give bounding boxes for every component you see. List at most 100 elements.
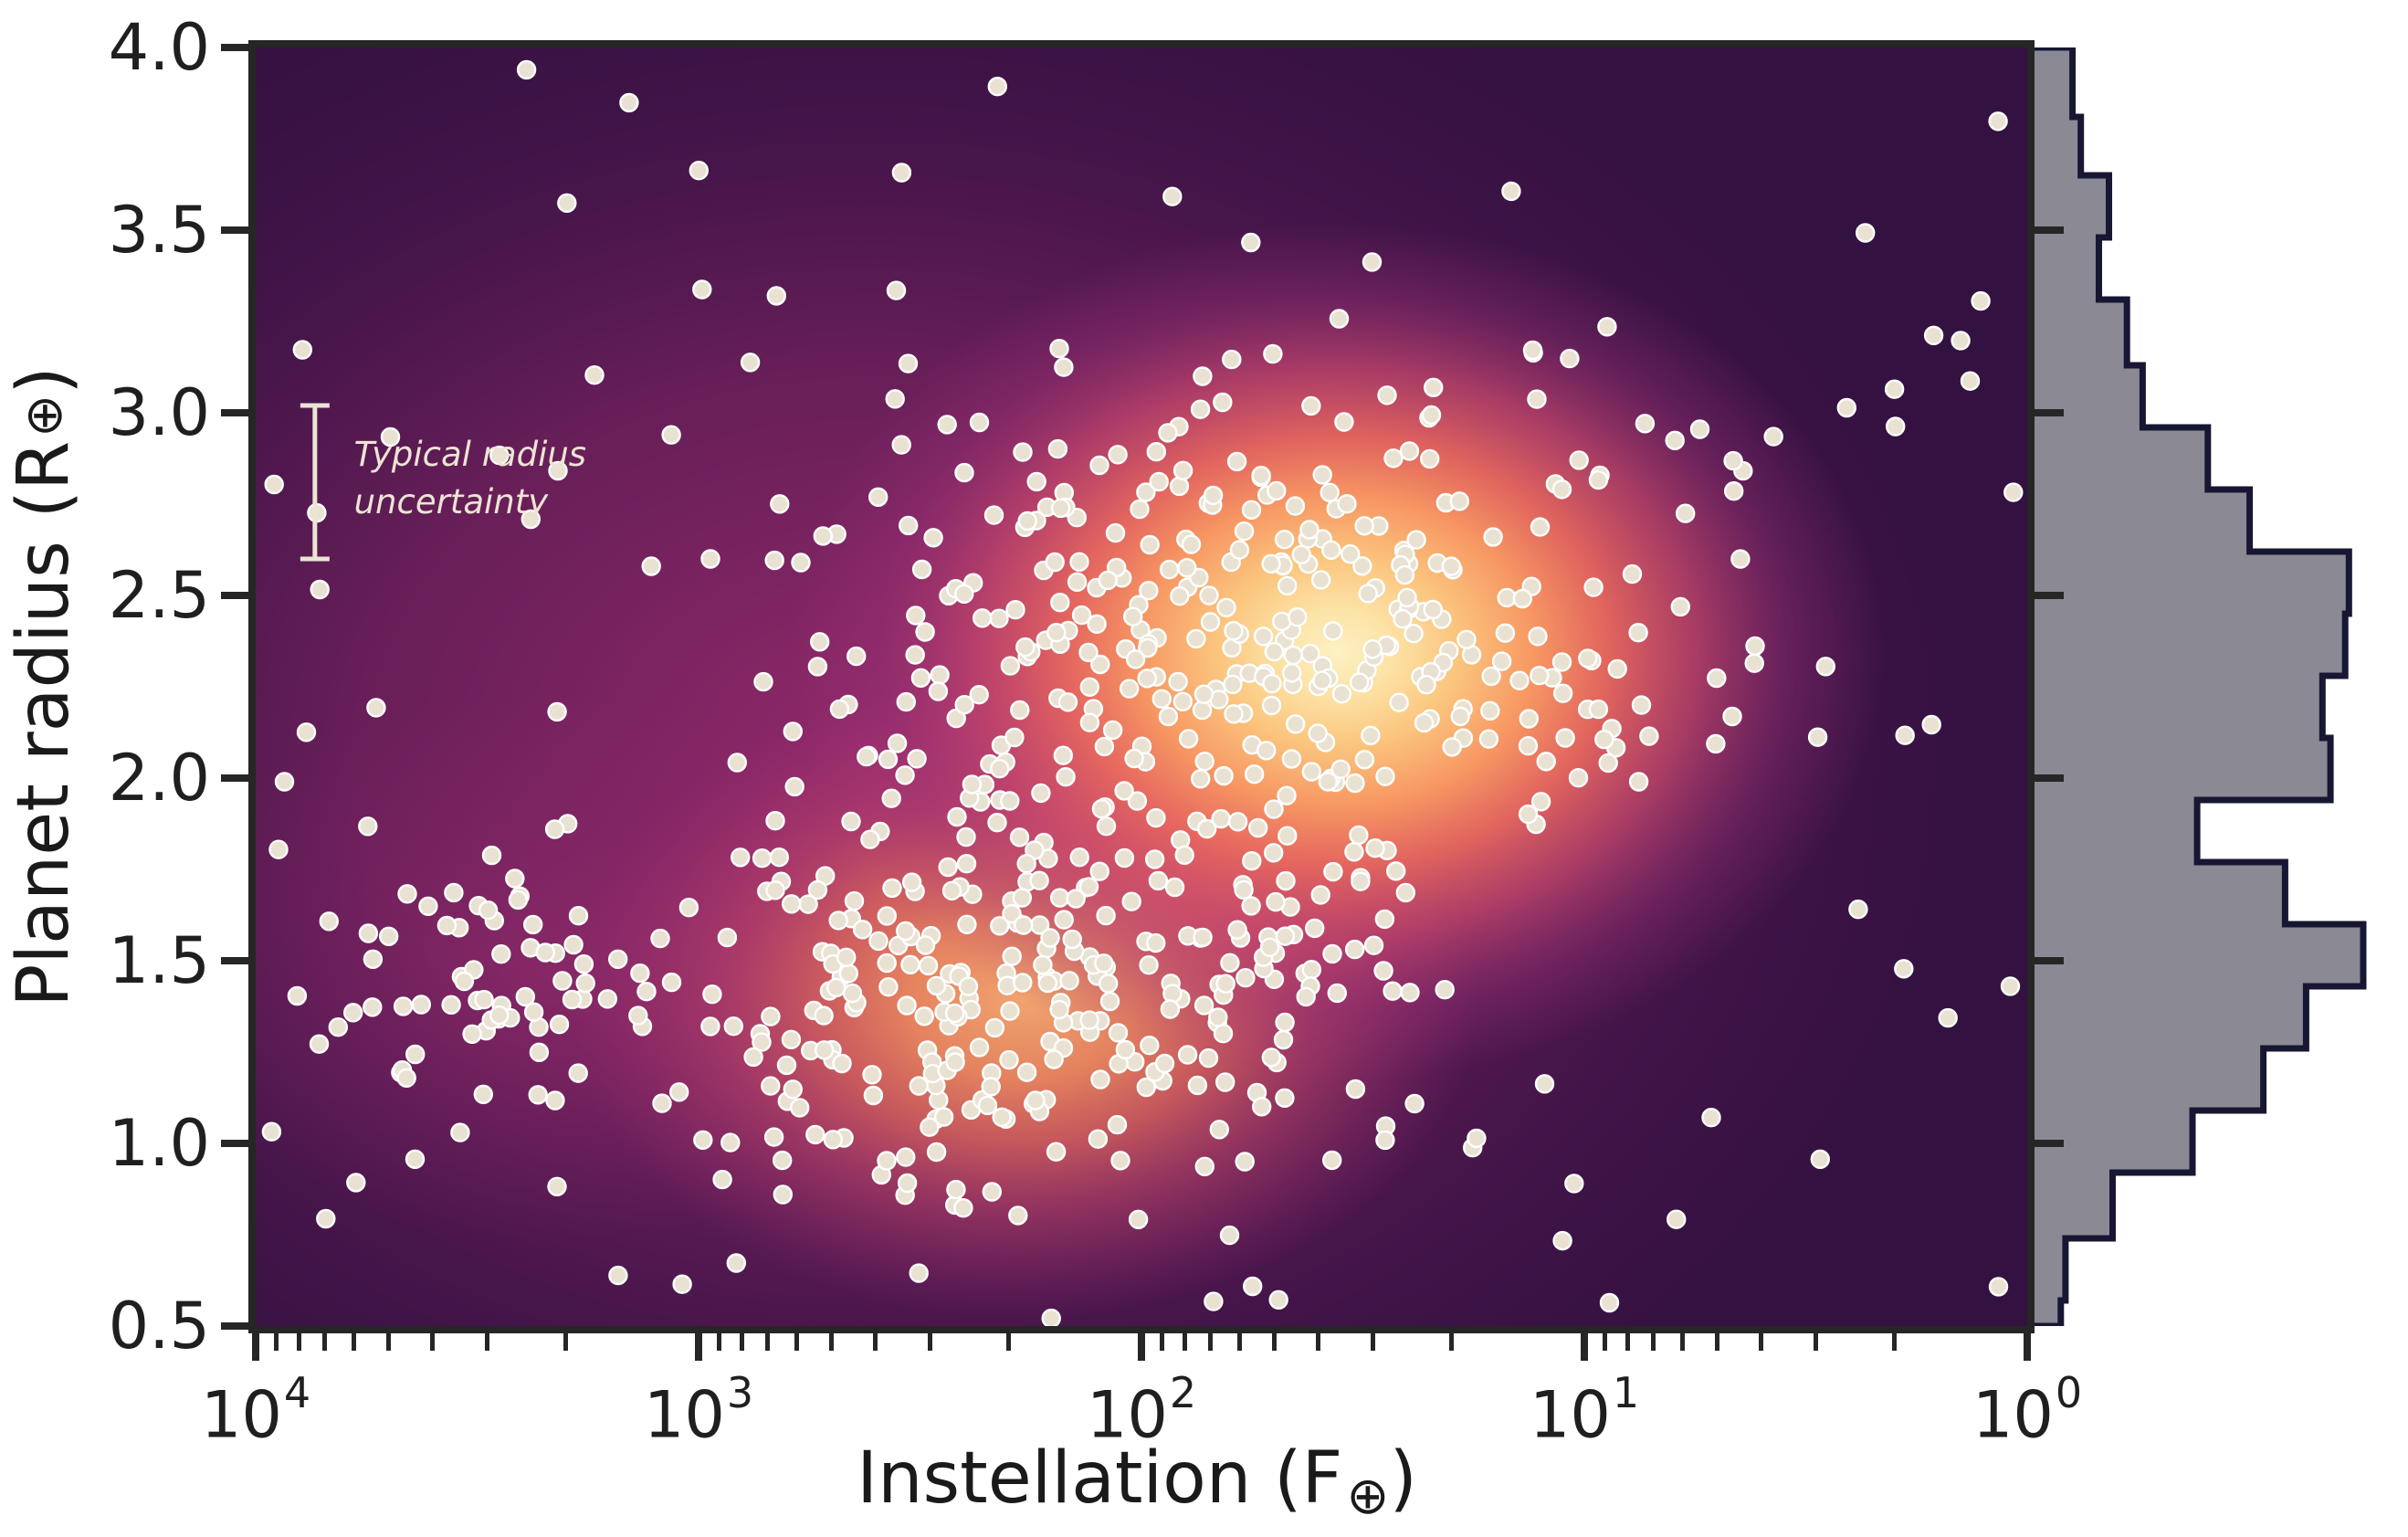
planet-point [641,556,661,576]
histogram-steps [2029,47,2367,1326]
planet-point [1285,714,1306,734]
planet-point [886,280,907,300]
planet-point [1149,471,1169,492]
planet-point [1087,614,1107,634]
planet-point [1046,623,1067,643]
planet-point [678,898,699,918]
x-minor-tick [429,1333,435,1351]
planet-point [380,426,401,447]
planet-point [1008,1205,1028,1226]
planet-point [1598,753,1618,774]
planet-point [1200,612,1221,632]
x-major-tick [695,1333,702,1361]
planet-point [720,1132,741,1153]
planet-point [491,944,511,964]
planet-point [987,77,1007,97]
planet-point [1310,570,1331,590]
planet-point [1722,706,1742,727]
planet-point [1522,340,1543,361]
planet-point [636,981,657,1002]
planet-point [1169,476,1190,497]
planet-point [608,949,628,969]
planet-point [1274,530,1295,550]
planet-point [1588,469,1609,490]
planet-point [548,460,568,481]
planet-point [1480,700,1500,721]
planet-point [523,1002,544,1022]
planet-point [1569,450,1589,470]
planet-point [957,914,977,934]
x-minor-tick [1272,1333,1278,1351]
y-major-tick [221,957,248,964]
planet-point [1079,712,1100,732]
planet-point [1096,816,1117,837]
planet-point [826,977,846,998]
planet-point [1848,900,1868,920]
planet-point [1530,666,1550,686]
planet-point [838,963,858,984]
planet-point [973,608,993,628]
planet-point [1404,1093,1425,1114]
planet-point [1527,389,1547,409]
planet-point [1518,804,1539,825]
planet-point [309,1034,330,1054]
planet-point [896,691,916,712]
planet-point [791,553,811,573]
planet-point [1273,1029,1294,1050]
planet-point [982,1182,1002,1202]
planet-point [1275,1088,1295,1109]
planet-point [933,1107,954,1127]
planet-point [1196,818,1217,839]
y-tick-label: 4.0 [108,10,210,85]
planet-point [769,847,789,868]
planet-point [1264,799,1284,819]
planet-point [1114,781,1134,801]
planet-point [1555,728,1575,748]
x-minor-tick [321,1333,327,1351]
planet-point [841,811,861,832]
planet-point [1283,645,1303,666]
x-major-tick [252,1333,259,1361]
x-tick-label: 104 [200,1368,311,1453]
planet-point [1321,540,1341,560]
planet-point [1288,607,1308,627]
planet-point [1354,750,1375,770]
planet-point [1247,817,1268,838]
planet-point [568,906,589,926]
planet-point [474,989,494,1010]
planet-point [1281,663,1302,683]
planet-point [557,193,577,214]
planet-point [1235,1152,1255,1172]
planet-point [726,1253,746,1273]
planet-point [1146,442,1166,462]
planet-point [1375,1130,1395,1151]
planet-point [1040,928,1060,948]
planet-point [1050,593,1070,613]
planet-point [549,1014,570,1035]
planet-point [1261,695,1282,716]
planet-point [1394,564,1415,585]
planet-point [1069,847,1089,868]
planet-point [1628,772,1649,792]
planet-point [1730,549,1751,569]
planet-point [1002,946,1022,966]
planet-point [953,1197,973,1218]
planet-point [897,995,917,1016]
planet-point [776,1055,797,1076]
planet-point [1518,736,1539,756]
planet-point [1062,929,1082,950]
x-minor-tick [1814,1333,1819,1351]
planet-point [1528,626,1548,647]
planet-point [1144,849,1165,869]
planet-point [1393,609,1413,629]
planet-point [1026,471,1046,492]
y-major-tick [221,226,248,234]
planet-point [342,1003,363,1023]
planet-point [1244,764,1265,784]
planet-point [930,665,950,685]
planet-point [1121,891,1141,911]
planet-point [2003,482,2024,502]
planet-point [1322,943,1342,964]
planet-point [1807,727,1828,747]
planet-point [881,788,901,808]
